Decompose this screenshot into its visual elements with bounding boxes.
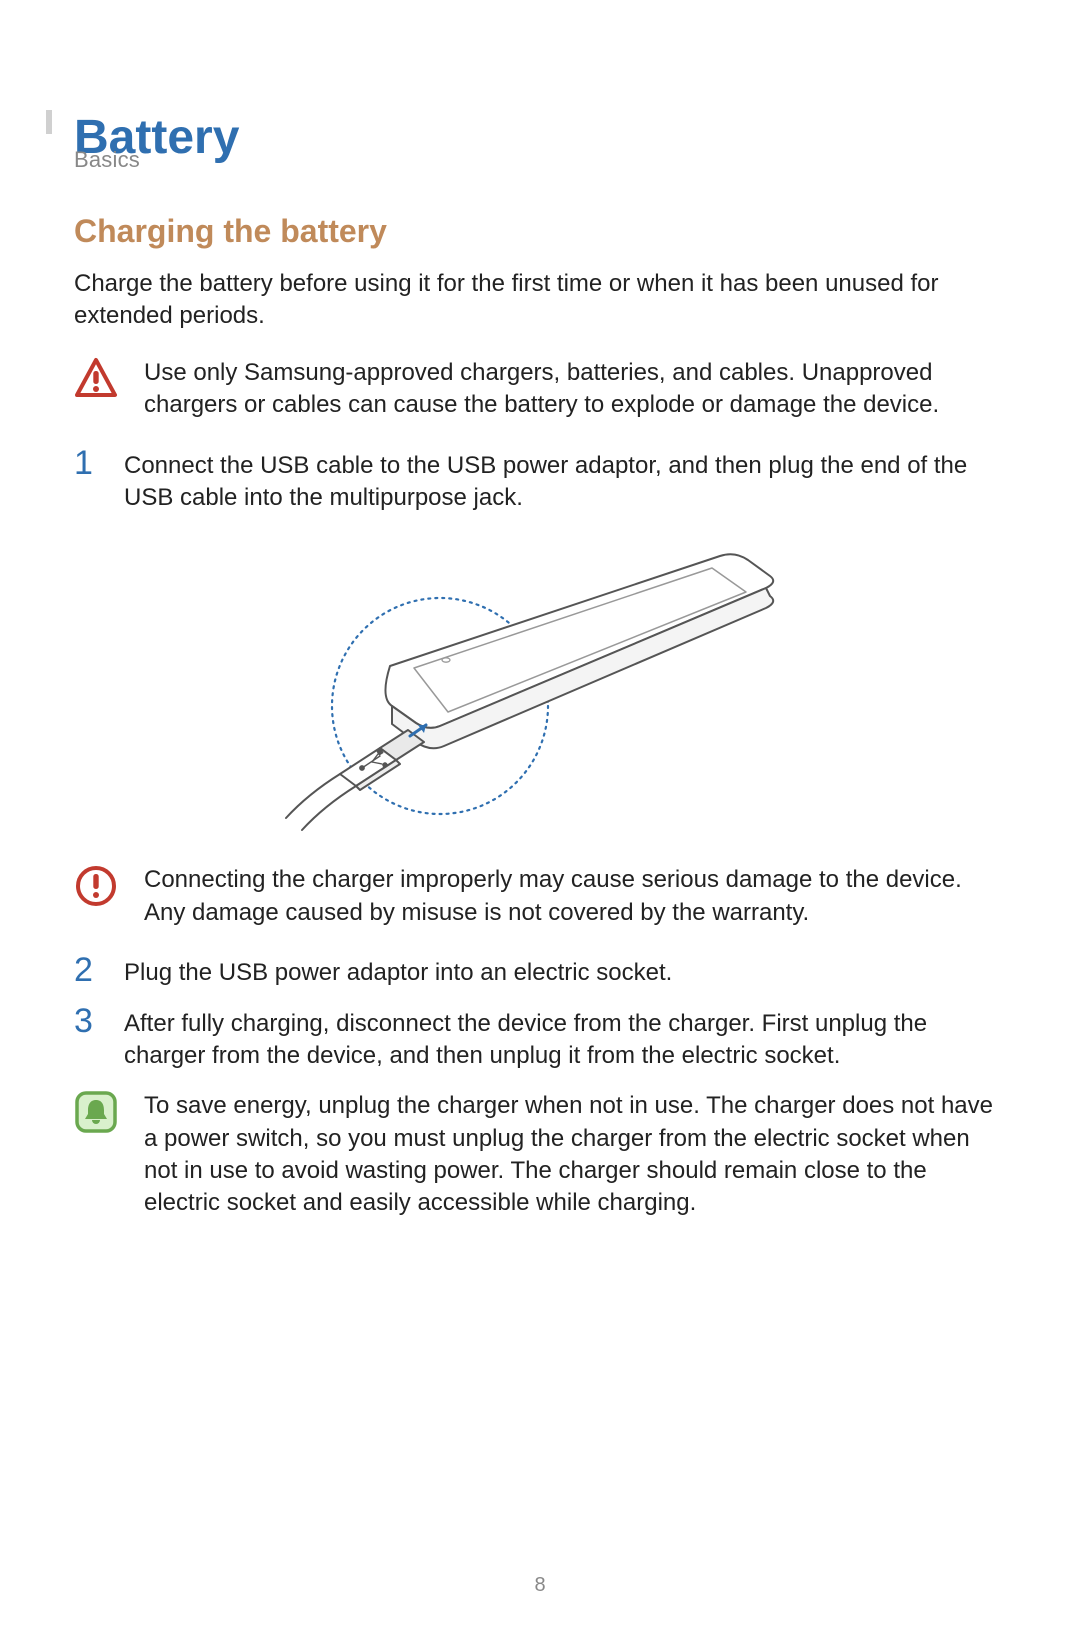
caution-circle-icon	[74, 864, 118, 908]
caution-callout: Connecting the charger improperly may ca…	[74, 864, 1006, 929]
intro-paragraph: Charge the battery before using it for t…	[74, 268, 1006, 333]
step-number: 1	[74, 446, 102, 480]
page-tab-mark	[46, 110, 52, 134]
step-text: Plug the USB power adaptor into an elect…	[124, 953, 1006, 989]
step-number: 3	[74, 1004, 102, 1038]
step-text: After fully charging, disconnect the dev…	[124, 1004, 1006, 1073]
section-heading: Charging the battery	[74, 213, 1006, 250]
caution-text: Connecting the charger improperly may ca…	[144, 864, 1006, 929]
manual-page: Basics Battery Charging the battery Char…	[0, 110, 1080, 1637]
step-1: 1 Connect the USB cable to the USB power…	[74, 446, 1006, 515]
note-callout: To save energy, unplug the charger when …	[74, 1090, 1006, 1220]
step-2: 2 Plug the USB power adaptor into an ele…	[74, 953, 1006, 989]
step-text: Connect the USB cable to the USB power a…	[124, 446, 1006, 515]
device-charging-figure	[74, 536, 1006, 836]
page-title: Battery	[74, 110, 1006, 165]
warning-triangle-icon	[74, 357, 118, 401]
warning-callout: Use only Samsung-approved chargers, batt…	[74, 357, 1006, 422]
page-number: 8	[0, 1574, 1080, 1597]
step-number: 2	[74, 953, 102, 987]
note-bell-icon	[74, 1090, 118, 1134]
breadcrumb: Basics	[74, 147, 140, 173]
warning-text: Use only Samsung-approved chargers, batt…	[144, 357, 1006, 422]
step-3: 3 After fully charging, disconnect the d…	[74, 1004, 1006, 1073]
note-text: To save energy, unplug the charger when …	[144, 1090, 1006, 1220]
